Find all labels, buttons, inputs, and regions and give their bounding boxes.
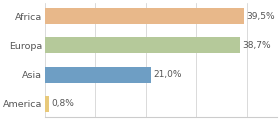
Bar	[45, 67, 151, 83]
Bar	[45, 96, 49, 112]
Text: 38,7%: 38,7%	[242, 41, 271, 50]
Bar	[45, 8, 244, 24]
Text: 21,0%: 21,0%	[153, 70, 182, 79]
Text: 39,5%: 39,5%	[247, 12, 275, 21]
Bar	[45, 37, 240, 53]
Text: 0,8%: 0,8%	[52, 99, 74, 108]
